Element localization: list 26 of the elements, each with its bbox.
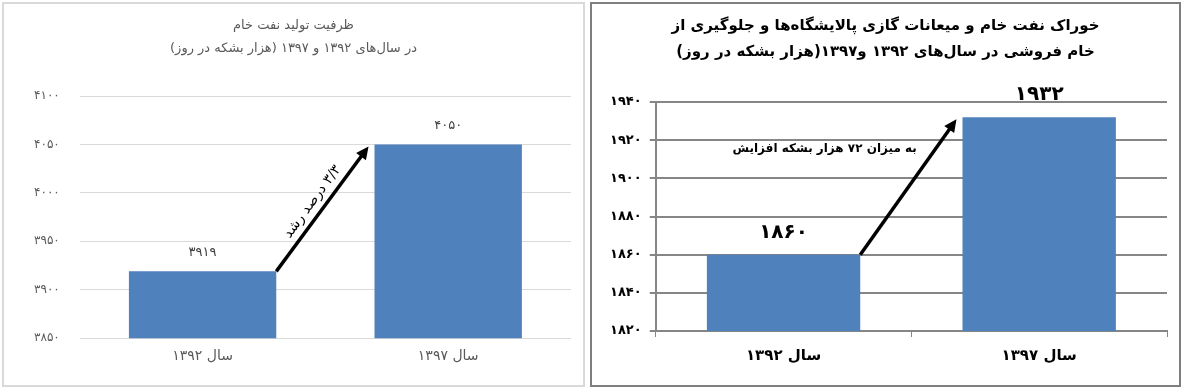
y-tick-label: ۱۸۸۰: [609, 207, 642, 223]
x-tick-label: سال ۱۳۹۲: [172, 347, 233, 364]
x-tick-label: سال ۱۳۹۲: [745, 345, 822, 364]
y-tick-label: ۱۸۲۰: [609, 322, 642, 338]
x-tick-label: سال ۱۳۹۷: [1001, 345, 1077, 364]
y-tick-label: ۱۹۰۰: [609, 169, 642, 185]
data-label: ۱۸۶۰: [759, 218, 808, 243]
y-tick-label: ۴۰۵۰: [34, 136, 60, 151]
annotation: به میزان ۷۲ هزار بشکه افزایش: [732, 141, 917, 156]
annotation: ۳/۳ درصد رشد: [278, 160, 344, 241]
y-tick-label: ۴۰۰۰: [34, 185, 60, 200]
y-tick-label: ۳۸۵۰: [34, 330, 60, 345]
chart-title: خوراک نفت خام و میعانات گازی پالایشگاه‌ها و جلوگیری از خام فروشی در سال‌های ۱۳۹۲ و۱۳۹۷(هزار بشکه در روز): [670, 15, 1101, 63]
y-tick-label: ۳۹۰۰: [34, 281, 60, 296]
chart-subtitle: در سال‌های ۱۳۹۲ و ۱۳۹۷ (هزار بشکه در روز): [169, 38, 418, 58]
x-tick-label: سال ۱۳۹۷: [417, 347, 479, 364]
chart-title: ظرفیت تولید نفت خام: [232, 16, 355, 35]
data-label: ۳۹۱۹: [188, 244, 217, 260]
y-tick-label: ۱۸۶۰: [609, 246, 642, 262]
y-tick-label: ۱۹۴۰: [609, 93, 642, 109]
y-tick-label: ۳۹۵۰: [34, 233, 60, 248]
y-tick-label: ۱۹۲۰: [609, 131, 642, 147]
data-label: ۱۹۳۲: [1014, 81, 1064, 106]
data-label: ۴۰۵۰: [434, 117, 463, 133]
y-tick-label: ۴۱۰۰: [34, 88, 60, 103]
y-tick-label: ۱۸۴۰: [609, 284, 642, 300]
